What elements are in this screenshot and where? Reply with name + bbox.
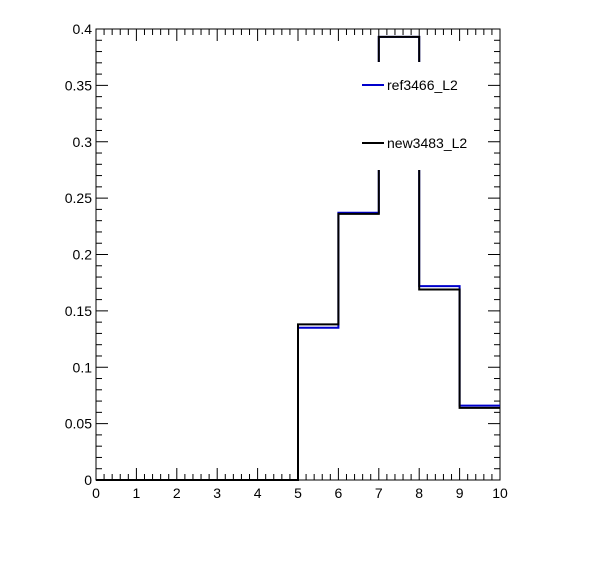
y-tick-label: 0: [84, 472, 92, 488]
x-tick-label: 6: [335, 485, 343, 501]
legend-label-1: new3483_L2: [387, 135, 467, 151]
x-tick-label: 7: [375, 485, 383, 501]
legend: ref3466_L2 new3483_L2: [355, 62, 477, 170]
x-tick-label: 4: [254, 485, 262, 501]
x-tick-labels: 0 1 2 3 4 5 6 7 8 9 10: [92, 485, 508, 501]
x-tick-label: 0: [92, 485, 100, 501]
series-lines: [96, 35, 500, 481]
y-tick-label: 0.3: [73, 134, 93, 150]
axis-ticks: [95, 28, 501, 481]
x-tick-label: 5: [294, 485, 302, 501]
y-tick-label: 0.2: [73, 247, 93, 263]
y-tick-label: 0.4: [73, 21, 93, 37]
y-tick-label: 0.25: [65, 190, 92, 206]
y-tick-label: 0.35: [65, 77, 92, 93]
x-tick-label: 10: [492, 485, 508, 501]
y-tick-label: 0.05: [65, 416, 92, 432]
x-tick-label: 8: [415, 485, 423, 501]
y-tick-label: 0.15: [65, 303, 92, 319]
x-tick-label: 9: [456, 485, 464, 501]
x-tick-label: 2: [173, 485, 181, 501]
y-tick-labels: 0 0.05 0.1 0.15 0.2 0.25 0.3 0.35 0.4: [65, 21, 92, 488]
legend-label-0: ref3466_L2: [387, 77, 458, 93]
series-line-1: [96, 35, 500, 481]
legend-box: [355, 62, 477, 170]
x-tick-label: 3: [213, 485, 221, 501]
x-tick-label: 1: [133, 485, 141, 501]
y-tick-label: 0.1: [73, 359, 93, 375]
